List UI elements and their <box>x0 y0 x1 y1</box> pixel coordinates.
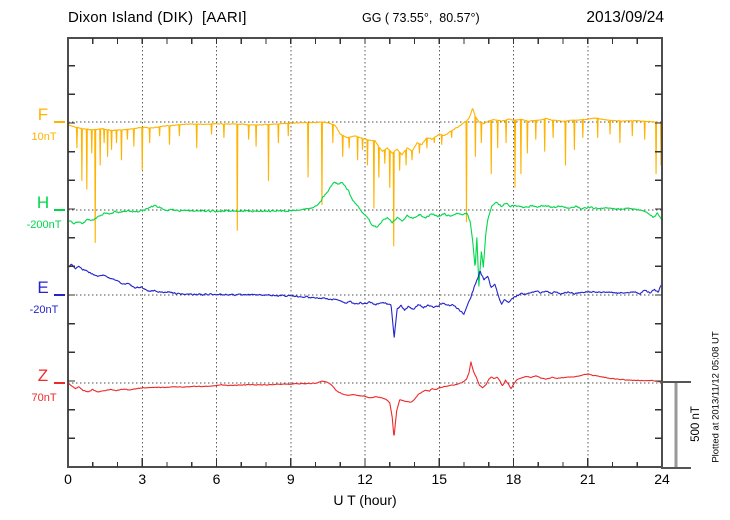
x-tick-label-24: 24 <box>654 471 670 487</box>
series-baseline-value-E: -20nT <box>29 304 59 316</box>
series-label-Z: Z <box>37 366 49 385</box>
scale-bar-label: 500 nT <box>690 406 702 442</box>
plot-date: 2013/09/24 <box>586 9 664 26</box>
series-label-E: E <box>37 278 49 297</box>
series-baseline-value-H: -200nT <box>26 219 62 231</box>
x-tick-label-3: 3 <box>138 471 147 487</box>
series-label-H: H <box>36 193 50 212</box>
series-baseline-value-Z: 70nT <box>31 392 57 404</box>
geographic-coordinates: GG ( 73.55°, 80.57°) <box>362 11 480 25</box>
x-tick-label-18: 18 <box>505 471 522 487</box>
traces-group <box>69 108 661 436</box>
x-tick-label-6: 6 <box>212 471 221 487</box>
series-baseline-value-F: 10nT <box>31 131 57 143</box>
x-tick-label-15: 15 <box>431 471 448 487</box>
trace-F <box>69 108 661 247</box>
trace-Z <box>69 361 661 436</box>
station-title: Dixon Island (DIK) [AARI] <box>68 9 247 26</box>
x-tick-label-21: 21 <box>579 471 596 487</box>
trace-E <box>69 263 661 338</box>
plotted-at-timestamp: Plotted at 2013/11/12 05:08 UT <box>710 331 722 463</box>
x-axis-title: U T (hour) <box>333 492 397 508</box>
x-tick-label-9: 9 <box>286 471 295 487</box>
series-label-F: F <box>37 105 49 124</box>
x-tick-label-0: 0 <box>64 471 72 487</box>
x-tick-label-12: 12 <box>357 471 373 487</box>
trace-H <box>69 181 661 287</box>
